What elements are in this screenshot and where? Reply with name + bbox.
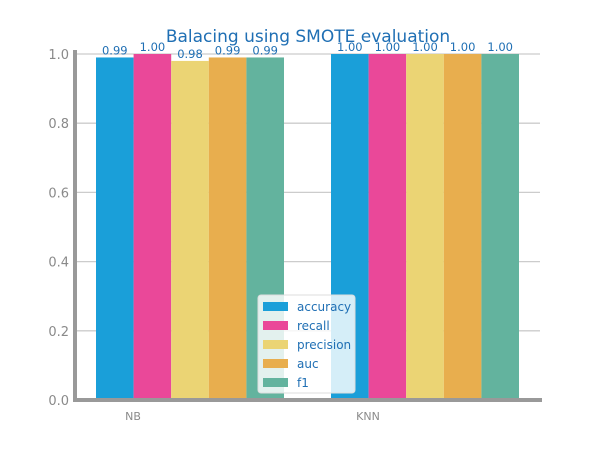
chart-title: Balacing using SMOTE evaluation [166, 27, 450, 47]
data-label: 1.00 [450, 40, 476, 54]
data-label: 0.99 [215, 43, 241, 57]
x-tick-labels: NB KNN [125, 410, 380, 423]
data-label: 0.98 [177, 47, 203, 61]
legend-label-f1: f1 [297, 376, 309, 390]
bar-precision-nb [171, 60, 209, 401]
legend-swatch-precision [263, 340, 288, 349]
legend: accuracy recall precision auc f1 [257, 294, 356, 394]
legend-swatch-auc [263, 359, 288, 368]
bar-accuracy-nb [96, 57, 134, 401]
legend-label-recall: recall [297, 319, 330, 333]
y-tick-labels: 0.0 0.2 0.4 0.6 0.8 1.0 [48, 48, 69, 409]
y-tick-label: 0.0 [48, 394, 69, 409]
bar-auc-knn [443, 54, 482, 400]
data-labels: 0.99 1.00 0.98 0.99 0.99 1.00 1.00 1.00 1.00 1.00 [102, 40, 513, 61]
y-tick-label: 0.8 [48, 117, 69, 132]
legend-swatch-f1 [263, 378, 288, 387]
legend-label-precision: precision [297, 338, 351, 352]
bar-precision-knn [406, 54, 444, 400]
bar-recall-nb [133, 54, 172, 400]
y-tick-label: 0.6 [48, 186, 69, 201]
data-label: 1.00 [337, 40, 363, 54]
data-label: 1.00 [487, 40, 513, 54]
y-tick-label: 0.4 [48, 256, 69, 271]
x-tick-label: NB [125, 410, 141, 423]
legend-box [257, 294, 356, 394]
legend-label-accuracy: accuracy [297, 300, 351, 314]
legend-swatch-accuracy [263, 302, 288, 311]
data-label: 1.00 [412, 40, 438, 54]
data-label: 0.99 [252, 43, 278, 57]
y-tick-label: 1.0 [48, 48, 69, 63]
data-label: 1.00 [375, 40, 401, 54]
data-label: 1.00 [140, 40, 166, 54]
legend-swatch-recall [263, 321, 288, 330]
bar-recall-knn [368, 54, 407, 400]
y-tick-label: 0.2 [48, 325, 69, 340]
data-label: 0.99 [102, 43, 128, 57]
legend-label-auc: auc [297, 357, 319, 371]
bars [96, 54, 519, 401]
bar-auc-nb [208, 57, 247, 401]
x-tick-label: KNN [356, 410, 380, 423]
bar-f1-knn [481, 54, 519, 400]
